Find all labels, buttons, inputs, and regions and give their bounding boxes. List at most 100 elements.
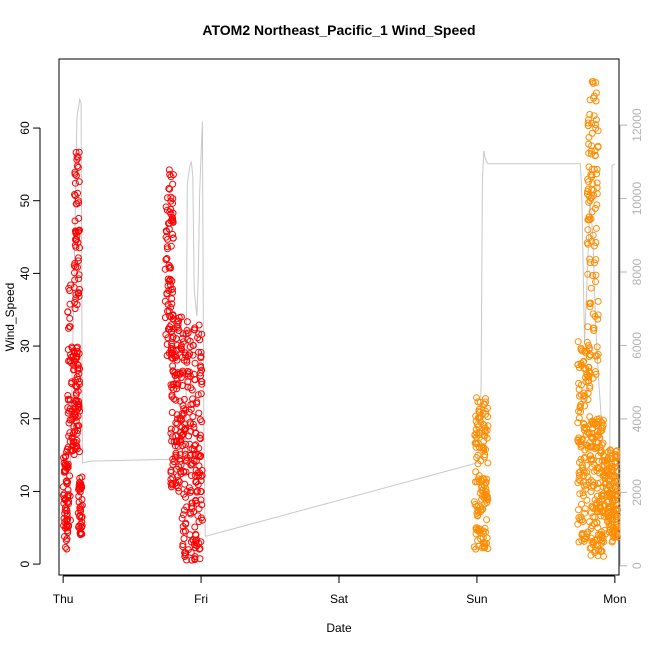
data-point [586,351,594,359]
data-point [592,224,600,232]
data-point [71,170,79,178]
x-axis-label: Date [326,621,352,635]
data-point [472,468,480,476]
data-point [606,475,614,483]
data-point [484,404,491,412]
data-point [73,442,81,450]
data-point [179,367,187,375]
data-point [605,497,613,505]
data-point [59,483,67,491]
data-point [195,321,203,329]
data-point [73,422,81,430]
data-point [576,403,584,411]
data-point [71,357,79,365]
data-point [76,285,83,293]
data-point [179,543,187,550]
data-point [73,373,81,381]
data-point [604,512,612,520]
data-point [601,526,609,534]
data-point [475,542,483,550]
data-point [69,442,77,450]
data-point [606,472,614,480]
data-point [75,401,83,408]
data-point [592,239,600,246]
data-point [604,448,612,456]
data-point [181,549,189,557]
data-point [168,391,176,399]
data-point [578,500,585,508]
data-point [587,171,595,178]
data-point [198,380,206,388]
data-point [188,386,196,394]
plot-frame [58,58,620,576]
data-point [580,478,587,486]
data-point [71,241,79,249]
x-axis: Thu Fri Sat Sun Mon [53,575,627,606]
data-point [594,356,602,364]
data-point [195,409,203,417]
data-point [575,407,583,415]
data-point [71,305,79,313]
data-point [174,415,181,423]
data-point [612,448,620,455]
data-point [593,343,601,351]
data-point [476,429,484,437]
data-point [74,422,82,430]
data-point [588,208,596,216]
data-point [584,377,592,385]
data-point [165,225,173,233]
data-point [75,484,83,492]
data-point [602,466,610,474]
data-point [594,431,602,439]
data-point [192,478,200,485]
data-point [580,389,588,397]
data-point [197,538,205,546]
data-point [197,349,205,356]
data-point [60,467,68,475]
data-point [590,419,598,426]
y2-tick-label: 0 [630,562,644,569]
data-point [181,349,189,357]
data-point [186,350,194,358]
data-point [592,368,599,376]
data-point [587,284,595,292]
data-point [585,342,592,349]
y-axis-right: 0 2000 4000 6000 8000 10000 12000 [619,108,644,569]
data-point [66,429,74,437]
data-point [606,493,614,501]
data-point [179,382,186,389]
data-point [580,535,588,543]
data-point [589,374,597,382]
data-point [580,530,588,538]
data-point [167,349,175,357]
data-point [585,192,593,200]
y-tick-label: 10 [18,484,32,498]
data-point [581,402,589,410]
data-point [74,254,82,262]
data-point [73,344,81,352]
data-point [589,310,597,318]
data-point [169,285,176,293]
data-point [168,437,176,445]
data-point [71,179,79,187]
data-point [163,340,171,348]
y2-tick-label: 10000 [630,182,644,216]
data-point [196,369,204,377]
data-point [167,242,175,250]
data-point [179,511,187,519]
data-point [74,387,82,395]
data-point [607,521,615,528]
data-point [74,263,81,271]
data-point [64,491,72,499]
data-point [472,443,480,451]
data-point [173,411,181,419]
data-point [64,308,72,316]
data-point [189,413,197,421]
data-point [584,428,592,436]
data-point [165,185,173,192]
data-point [591,152,599,160]
data-point [75,275,83,283]
data-point [594,315,602,323]
data-point [603,459,611,467]
data-point [69,414,77,421]
